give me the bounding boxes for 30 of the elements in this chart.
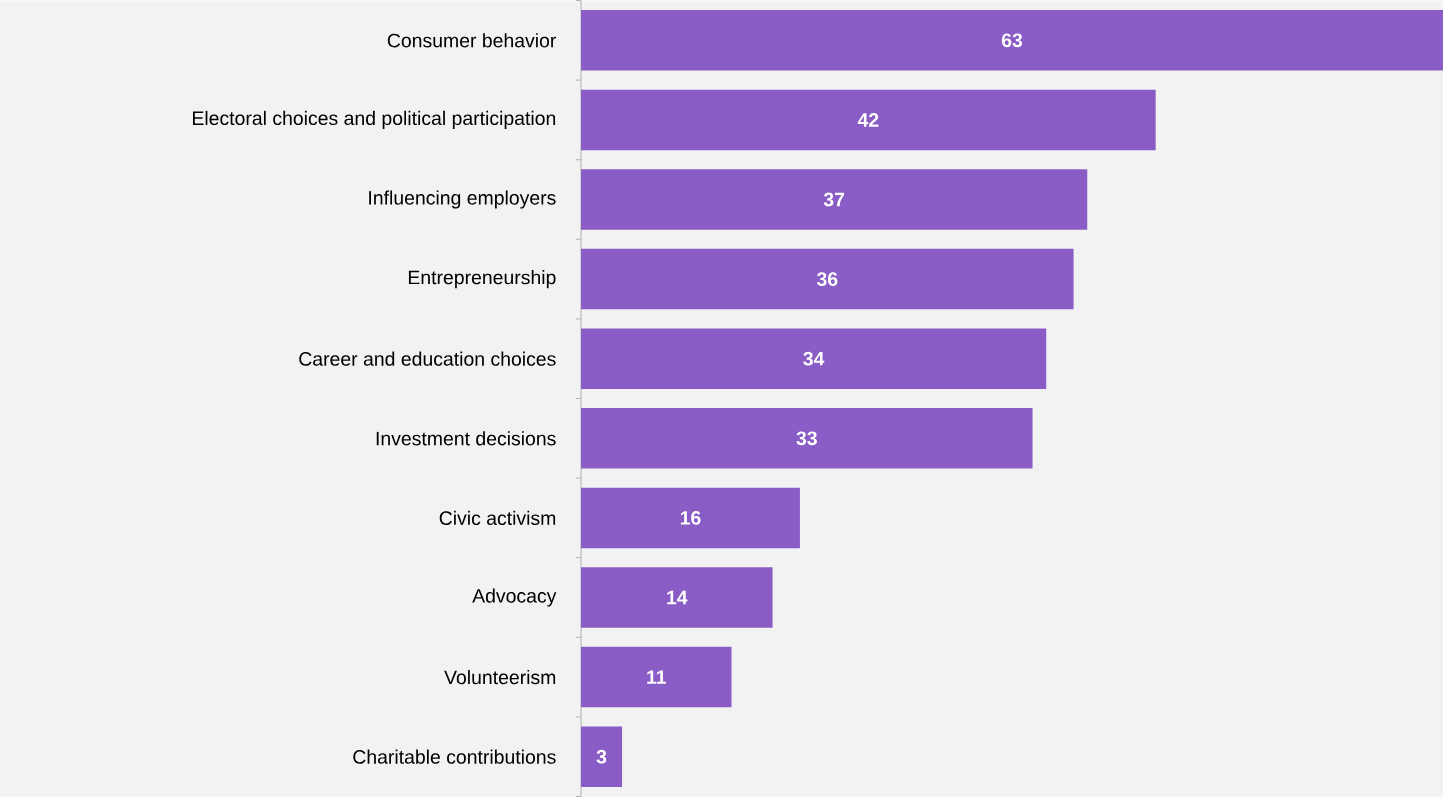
bar — [581, 567, 773, 628]
y-tick-label: Civic activism — [439, 510, 556, 526]
bar — [581, 10, 1443, 71]
bar — [581, 89, 1156, 151]
data-label: 11 — [647, 670, 666, 684]
bar — [581, 408, 1033, 469]
data-label: 33 — [796, 431, 817, 446]
y-tick-label: Career and education choices — [299, 351, 556, 366]
y-tick-label: Influencing employers — [369, 190, 556, 209]
y-tick-label: Charitable contributions — [353, 749, 556, 764]
data-label: 42 — [857, 113, 879, 127]
bar — [581, 726, 623, 787]
data-label: 16 — [680, 511, 701, 525]
data-label: 3 — [596, 749, 607, 764]
data-label: 36 — [816, 272, 838, 286]
data-label: 37 — [823, 192, 845, 207]
bar — [581, 169, 1088, 230]
y-tick-label: Advocacy — [472, 588, 557, 607]
bar — [581, 248, 1074, 310]
bar — [581, 328, 1047, 389]
y-tick-label: Consumer behavior — [387, 33, 557, 48]
y-tick-label: Entrepreneurship — [408, 270, 556, 289]
y-tick-label: Electoral choices and political participation — [192, 110, 556, 129]
data-label: 63 — [1001, 33, 1023, 48]
data-label: 14 — [667, 590, 688, 605]
bar — [581, 487, 800, 549]
y-tick-label: Volunteerism — [444, 669, 556, 685]
bar — [581, 646, 732, 708]
y-tick-label: Investment decisions — [376, 431, 556, 446]
data-label: 34 — [803, 351, 825, 366]
